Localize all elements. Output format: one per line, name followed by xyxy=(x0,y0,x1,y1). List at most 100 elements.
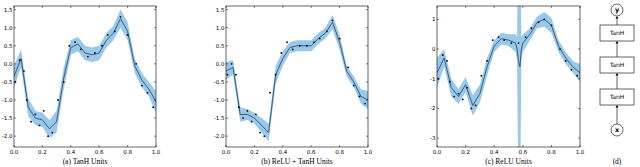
y-tick xyxy=(366,45,368,46)
x-tick xyxy=(14,6,15,8)
x-tick xyxy=(494,6,495,8)
node-label: TanH xyxy=(609,93,625,100)
arrow-head xyxy=(615,73,618,76)
y-tick xyxy=(226,100,228,101)
plot-area xyxy=(226,15,368,142)
arrow-head xyxy=(615,105,618,108)
data-point xyxy=(135,63,137,65)
node-label: x xyxy=(615,126,620,134)
x-tick xyxy=(551,6,552,8)
x-tick xyxy=(254,145,255,147)
y-tick-label: 0.0 xyxy=(4,61,13,67)
data-point xyxy=(347,67,349,69)
mean-line xyxy=(226,22,368,132)
y-tick xyxy=(366,63,368,64)
x-tick xyxy=(282,6,283,8)
x-tick xyxy=(42,145,43,147)
node-box xyxy=(600,57,634,73)
y-tick xyxy=(366,81,368,82)
y-tick xyxy=(578,108,580,109)
data-point xyxy=(275,74,277,76)
data-point xyxy=(503,39,505,41)
plot-frame xyxy=(14,6,156,147)
y-tick xyxy=(226,118,228,119)
x-tick xyxy=(551,145,552,147)
x-tick-label: 0.8 xyxy=(547,149,556,155)
data-point xyxy=(63,81,65,83)
x-tick xyxy=(282,145,283,147)
data-point xyxy=(446,60,448,62)
y-tick xyxy=(366,136,368,137)
data-point xyxy=(313,41,315,43)
data-point xyxy=(87,56,89,58)
figure: 0.00.20.40.60.81.0-2.0-1.5-1.0-0.50.00.5… xyxy=(0,0,640,167)
y-tick xyxy=(14,9,16,10)
y-tick-label: -3 xyxy=(430,135,436,141)
y-tick xyxy=(226,63,228,64)
y-tick-label: -1.5 xyxy=(2,115,13,121)
data-point xyxy=(15,81,17,83)
data-point xyxy=(107,34,109,36)
y-tick-label: -0.5 xyxy=(214,79,225,85)
data-point xyxy=(120,16,122,18)
data-point xyxy=(359,95,361,97)
data-point xyxy=(246,110,248,112)
arrow-head xyxy=(615,16,618,19)
y-tick xyxy=(226,9,228,10)
node-label: TanH xyxy=(609,29,625,36)
y-tick-label: -1.0 xyxy=(2,97,13,103)
y-tick xyxy=(366,118,368,119)
data-point xyxy=(492,39,494,41)
x-tick xyxy=(339,145,340,147)
y-tick xyxy=(154,9,156,10)
y-tick xyxy=(154,27,156,28)
data-point xyxy=(576,75,578,77)
y-tick xyxy=(437,138,439,139)
y-tick-label: -1.0 xyxy=(214,97,225,103)
x-tick xyxy=(254,6,255,8)
data-point xyxy=(57,99,59,101)
x-tick xyxy=(70,145,71,147)
x-tick xyxy=(580,145,581,147)
y-tick xyxy=(154,81,156,82)
x-tick xyxy=(465,6,466,8)
data-point xyxy=(80,48,82,50)
x-tick xyxy=(99,145,100,147)
y-tick xyxy=(226,45,228,46)
y-tick-label: -0.5 xyxy=(2,79,13,85)
data-point xyxy=(530,27,532,29)
y-tick xyxy=(226,81,228,82)
x-tick-label: 0.0 xyxy=(222,149,231,155)
y-tick-label: -2 xyxy=(430,105,435,111)
data-point xyxy=(525,36,527,38)
data-point xyxy=(141,85,143,87)
y-tick-label: 1.0 xyxy=(216,25,225,31)
data-point xyxy=(34,114,36,116)
data-point xyxy=(242,117,244,119)
x-tick xyxy=(522,145,523,147)
data-point xyxy=(68,45,70,47)
data-point xyxy=(39,124,41,126)
y-tick xyxy=(154,118,156,119)
data-point xyxy=(19,59,21,61)
data-point xyxy=(238,106,240,108)
data-point xyxy=(551,24,553,26)
data-point xyxy=(255,114,257,116)
x-tick xyxy=(437,145,438,147)
x-tick-label: 0.4 xyxy=(278,149,287,155)
x-tick-label: 0.8 xyxy=(123,149,132,155)
y-tick xyxy=(437,49,439,50)
x-tick-label: 0.6 xyxy=(518,149,527,155)
x-tick xyxy=(156,6,157,8)
x-tick-label: 0.0 xyxy=(10,149,19,155)
arrow-shaft xyxy=(617,107,618,124)
mean-line xyxy=(437,19,580,105)
data-point xyxy=(498,36,500,38)
data-point xyxy=(449,81,451,83)
data-point xyxy=(299,45,301,47)
arrow-head xyxy=(615,41,618,44)
y-tick-label: 1.0 xyxy=(4,25,13,31)
node-box xyxy=(600,89,634,105)
plot-frame xyxy=(226,6,368,147)
data-point xyxy=(47,135,49,137)
